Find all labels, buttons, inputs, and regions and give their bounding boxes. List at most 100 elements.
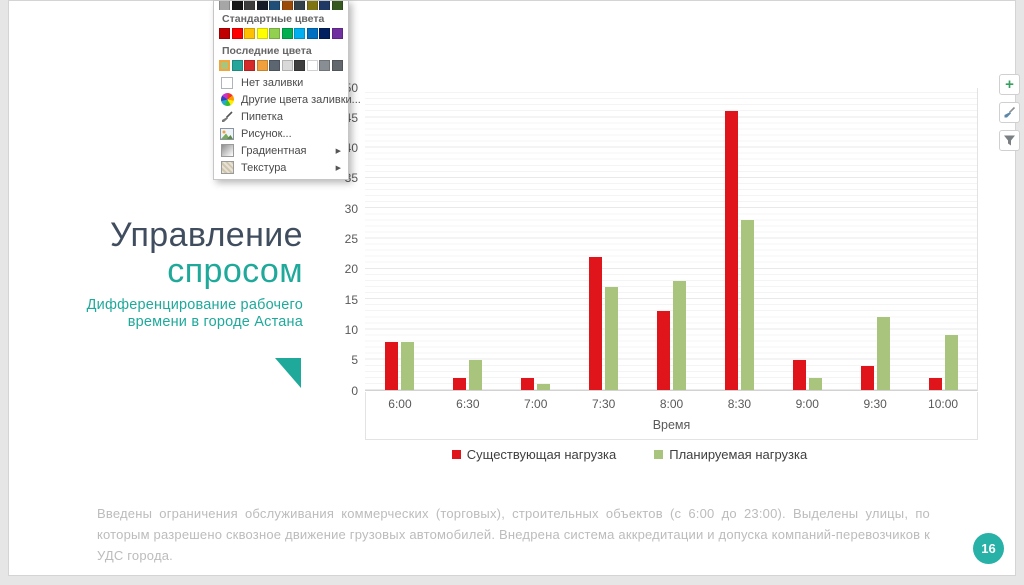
color-swatch[interactable] (231, 60, 243, 71)
menu-item-no-fill[interactable]: Нет заливки (214, 74, 348, 91)
color-swatch[interactable] (319, 1, 331, 10)
chart-bar[interactable] (520, 377, 534, 390)
color-swatch[interactable] (281, 60, 293, 71)
chart-bar[interactable] (588, 256, 602, 390)
submenu-arrow-icon: ▶ (335, 164, 341, 172)
standard-colors-label: Стандартные цвета (222, 13, 325, 25)
legend-swatch-icon (451, 450, 461, 459)
funnel-icon (1004, 135, 1015, 146)
color-swatch[interactable] (294, 28, 306, 39)
y-axis-tick-label: 0 (351, 383, 358, 398)
color-swatch[interactable] (256, 1, 268, 10)
color-swatch[interactable] (231, 28, 243, 39)
chart-bar[interactable] (876, 317, 890, 390)
chart-elements-button[interactable]: + (999, 74, 1020, 95)
chart-category-group (501, 88, 569, 390)
x-axis-tick-label: 6:00 (388, 397, 412, 411)
chart-plot[interactable] (365, 88, 978, 391)
menu-item-texture[interactable]: Текстура ▶ (214, 159, 348, 176)
legend-swatch-icon (654, 450, 664, 459)
color-swatch[interactable] (219, 28, 230, 39)
color-swatch[interactable] (331, 1, 343, 10)
x-axis-tick-label: 7:00 (524, 397, 548, 411)
chart-bar[interactable] (452, 377, 466, 390)
y-axis-tick-label: 15 (344, 292, 358, 307)
slide-body-text: Введены ограничения обслуживания коммерч… (97, 506, 930, 563)
recent-colors-row (214, 58, 348, 74)
chart-bar[interactable] (740, 220, 754, 390)
color-swatch[interactable] (244, 60, 256, 71)
color-swatch[interactable] (269, 60, 281, 71)
chart-category-group (909, 88, 977, 390)
color-swatch[interactable] (319, 60, 331, 71)
legend-label: Планируемая нагрузка (669, 447, 808, 462)
chart-bar[interactable] (468, 359, 482, 390)
x-axis-band: 6:00 6:30 7:00 7:30 8:00 8:30 9:00 9:30 10:00 Вр… (365, 392, 978, 440)
x-axis-title: Время (652, 418, 691, 432)
chart-category-group (773, 88, 841, 390)
color-swatch[interactable] (306, 1, 318, 10)
color-swatch[interactable] (269, 28, 281, 39)
chart-bar[interactable] (944, 335, 958, 390)
x-axis-tick-label: 9:00 (795, 397, 819, 411)
chart-category-group (637, 88, 705, 390)
chart-bar[interactable] (656, 311, 670, 390)
color-swatch[interactable] (294, 60, 306, 71)
color-swatch[interactable] (294, 1, 306, 10)
picture-icon (220, 127, 234, 140)
color-swatch[interactable] (244, 1, 256, 10)
color-swatch[interactable] (319, 28, 331, 39)
standard-colors-row (214, 26, 348, 42)
x-axis-tick-label: 9:30 (863, 397, 887, 411)
color-swatch[interactable] (269, 1, 281, 10)
x-axis-labels: 6:00 6:30 7:00 7:30 8:00 8:30 9:00 9:30 10:00 (366, 392, 977, 411)
chart-category-group (705, 88, 773, 390)
chart-category-group (433, 88, 501, 390)
chart-category-group (569, 88, 637, 390)
slide-title-block: Управление спросом Дифференцирование раб… (40, 216, 303, 330)
y-axis-tick-label: 5 (351, 353, 358, 368)
color-swatch[interactable] (331, 60, 343, 71)
brush-icon (1004, 106, 1016, 118)
fill-color-context-menu: Стандартные цвета Последние цвета Нет за… (213, 0, 361, 180)
color-swatch[interactable] (281, 28, 293, 39)
color-swatch[interactable] (306, 28, 318, 39)
chart-bar[interactable] (400, 341, 414, 390)
color-swatch[interactable] (219, 60, 230, 71)
color-swatch[interactable] (244, 28, 256, 39)
theme-variant-colors-row (214, 1, 348, 10)
menu-item-picture[interactable]: Рисунок... (214, 125, 348, 142)
chart-bar[interactable] (724, 111, 738, 390)
slide-title-line1: Управление (109, 216, 303, 254)
menu-item-eyedropper[interactable]: Пипетка (214, 108, 348, 125)
color-swatch[interactable] (256, 28, 268, 39)
color-swatch[interactable] (231, 1, 243, 10)
color-swatch[interactable] (331, 28, 343, 39)
y-axis-tick-label: 20 (344, 262, 358, 277)
y-axis-tick-label: 30 (344, 201, 358, 216)
chart-filters-button[interactable] (999, 130, 1020, 151)
chart-bar[interactable] (604, 286, 618, 390)
legend-item[interactable]: Существующая нагрузка (451, 447, 617, 462)
color-swatch[interactable] (281, 1, 293, 10)
submenu-arrow-icon: ▶ (335, 147, 341, 155)
chart-bar[interactable] (672, 280, 686, 390)
y-axis-tick-label: 10 (344, 322, 358, 337)
chart-bar[interactable] (384, 341, 398, 390)
menu-item-gradient[interactable]: Градиентная ▶ (214, 142, 348, 159)
chart-styles-button[interactable] (999, 102, 1020, 123)
color-swatch[interactable] (219, 1, 230, 10)
chart-bar[interactable] (808, 377, 822, 390)
color-swatch[interactable] (256, 60, 268, 71)
color-swatch[interactable] (306, 60, 318, 71)
chart-bar[interactable] (928, 377, 942, 390)
chart-bar[interactable] (860, 365, 874, 390)
chart-bar[interactable] (792, 359, 806, 390)
no-fill-icon (220, 76, 234, 89)
menu-item-more-fill-colors[interactable]: Другие цвета заливки... (214, 91, 361, 108)
legend-label: Существующая нагрузка (466, 447, 617, 462)
chart-category-group (365, 88, 433, 390)
legend-item[interactable]: Планируемая нагрузка (654, 447, 807, 462)
chart-bar[interactable] (536, 383, 550, 390)
eyedropper-icon (220, 110, 234, 123)
